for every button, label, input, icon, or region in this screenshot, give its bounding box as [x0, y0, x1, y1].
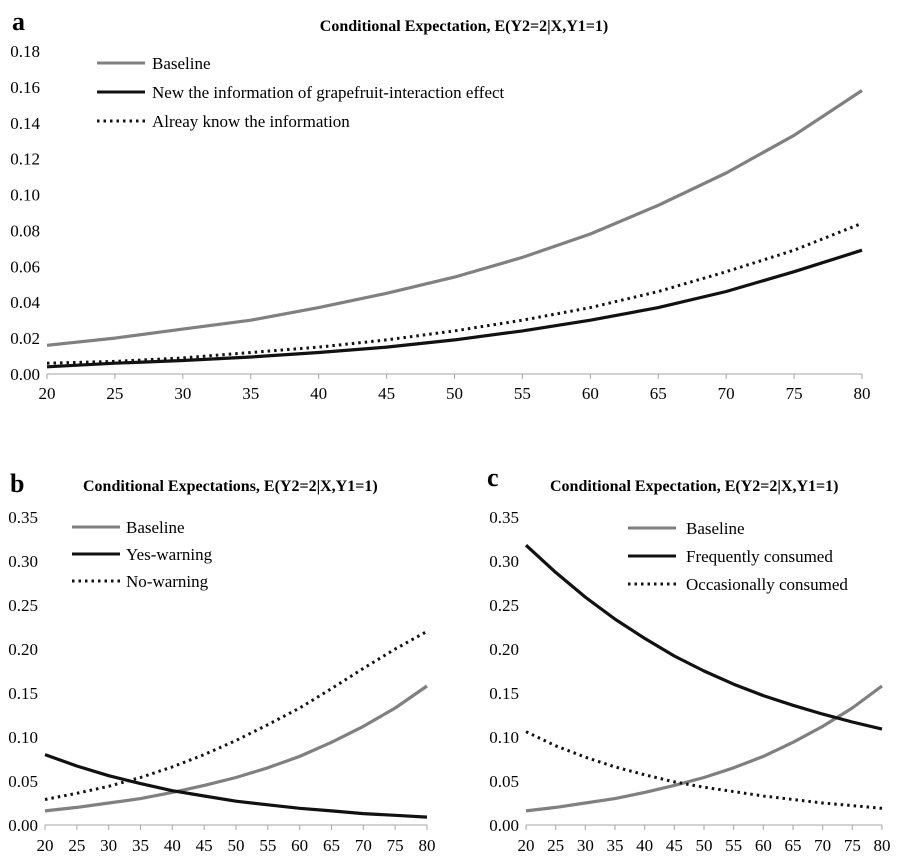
x-tick-label: 80	[874, 836, 891, 855]
x-tick-label: 60	[582, 384, 599, 403]
x-tick-label: 20	[37, 836, 54, 855]
x-tick-label: 45	[196, 836, 213, 855]
series-line-1	[525, 684, 883, 813]
legend-label-3: Alreay know the information	[152, 112, 350, 131]
series-line-3	[46, 221, 863, 365]
x-tick-label: 65	[323, 836, 340, 855]
series-line-3	[44, 630, 428, 801]
chart-panel-b: b Conditional Expectations, E(Y2=2|X,Y1=…	[8, 469, 435, 855]
series-line-2	[524, 544, 883, 731]
x-tick-label: 35	[607, 836, 624, 855]
y-tick-label: 0.00	[489, 816, 519, 835]
x-tick-label: 50	[696, 836, 713, 855]
y-tick-label: 0.30	[8, 552, 38, 571]
x-tick-label: 40	[310, 384, 327, 403]
x-tick-label: 50	[228, 836, 245, 855]
x-tick-label: 45	[378, 384, 395, 403]
y-tick-label: 0.10	[10, 186, 40, 205]
x-tick-label: 65	[650, 384, 667, 403]
x-tick-label: 80	[854, 384, 871, 403]
legend-label-2: New the information of grapefruit-intera…	[152, 83, 505, 102]
x-tick-label: 30	[100, 836, 117, 855]
chart-title-b: Conditional Expectations, E(Y2=2|X,Y1=1)	[83, 478, 378, 495]
y-tick-label: 0.35	[489, 508, 519, 527]
y-tick-label: 0.00	[10, 365, 40, 384]
chart-title-a: Conditional Expectation, E(Y2=2|X,Y1=1)	[320, 18, 608, 35]
chart-title-c: Conditional Expectation, E(Y2=2|X,Y1=1)	[550, 478, 838, 495]
y-tick-label: 0.35	[8, 508, 38, 527]
x-tick-label: 45	[666, 836, 683, 855]
x-tick-label: 70	[355, 836, 372, 855]
x-tick-label: 25	[68, 836, 85, 855]
x-tick-label: 80	[419, 836, 436, 855]
x-tick-label: 75	[387, 836, 404, 855]
legend-label-1: Baseline	[126, 518, 185, 537]
y-tick-label: 0.02	[10, 329, 40, 348]
y-tick-label: 0.20	[489, 640, 519, 659]
y-tick-label: 0.25	[8, 596, 38, 615]
chart-panel-c: c Conditional Expectation, E(Y2=2|X,Y1=1…	[487, 463, 891, 855]
x-tick-label: 30	[577, 836, 594, 855]
y-tick-label: 0.08	[10, 221, 40, 240]
y-tick-label: 0.15	[489, 684, 519, 703]
chart-panel-a: a Conditional Expectation, E(Y2=2|X,Y1=1…	[10, 7, 870, 403]
panel-letter-a: a	[12, 7, 25, 36]
panel-letter-c: c	[487, 463, 499, 492]
y-tick-label: 0.04	[10, 293, 40, 312]
y-tick-label: 0.16	[10, 78, 40, 97]
y-tick-label: 0.05	[8, 772, 38, 791]
x-tick-label: 50	[446, 384, 463, 403]
x-tick-label: 25	[106, 384, 123, 403]
x-tick-label: 40	[164, 836, 181, 855]
legend-label-1: Baseline	[152, 54, 211, 73]
y-tick-label: 0.15	[8, 684, 38, 703]
y-tick-label: 0.06	[10, 257, 40, 276]
panel-letter-b: b	[10, 469, 24, 498]
x-tick-label: 60	[291, 836, 308, 855]
series-line-1	[44, 684, 428, 813]
x-tick-label: 20	[39, 384, 56, 403]
x-tick-label: 35	[132, 836, 149, 855]
series-line-1	[46, 89, 863, 347]
x-tick-label: 65	[785, 836, 802, 855]
x-tick-label: 20	[518, 836, 535, 855]
y-tick-label: 0.25	[489, 596, 519, 615]
y-tick-label: 0.10	[8, 728, 38, 747]
series-line-2	[46, 248, 863, 369]
series-line-2	[44, 753, 428, 819]
x-tick-label: 55	[514, 384, 531, 403]
legend-label-1: Baseline	[686, 519, 745, 538]
x-tick-label: 55	[259, 836, 276, 855]
x-tick-label: 35	[242, 384, 259, 403]
legend-label-3: No-warning	[126, 572, 209, 591]
x-tick-label: 75	[844, 836, 861, 855]
x-tick-label: 30	[174, 384, 191, 403]
y-tick-label: 0.14	[10, 114, 40, 133]
x-tick-label: 70	[718, 384, 735, 403]
x-tick-label: 70	[814, 836, 831, 855]
x-tick-label: 25	[547, 836, 564, 855]
legend-label-3: Occasionally consumed	[686, 575, 848, 594]
y-tick-label: 0.18	[10, 42, 40, 61]
y-tick-label: 0.30	[489, 552, 519, 571]
y-tick-label: 0.12	[10, 150, 40, 169]
x-tick-label: 40	[636, 836, 653, 855]
legend-label-2: Yes-warning	[126, 545, 213, 564]
y-tick-label: 0.00	[8, 816, 38, 835]
y-tick-label: 0.10	[489, 728, 519, 747]
series-line-3	[525, 730, 883, 810]
y-tick-label: 0.20	[8, 640, 38, 659]
x-tick-label: 60	[755, 836, 772, 855]
x-tick-label: 75	[786, 384, 803, 403]
y-tick-label: 0.05	[489, 772, 519, 791]
legend-label-2: Frequently consumed	[686, 547, 833, 566]
x-tick-label: 55	[725, 836, 742, 855]
